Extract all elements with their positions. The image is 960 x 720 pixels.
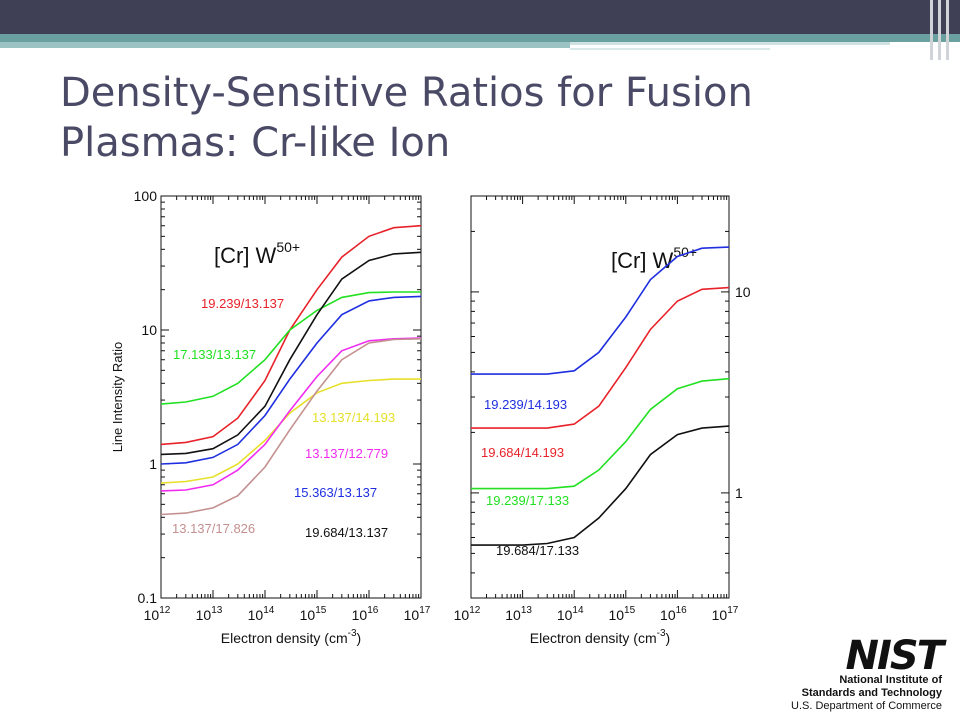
series-line bbox=[471, 425, 730, 546]
series-label: 13.137/12.779 bbox=[305, 446, 388, 461]
x-tick-label-base: 10 bbox=[505, 607, 521, 623]
y-tick-label: 1 bbox=[735, 485, 743, 501]
x-axis-label-exponent: -3 bbox=[348, 628, 357, 639]
x-axis-label-exponent: -3 bbox=[657, 628, 666, 639]
series-label: 19.239/14.193 bbox=[484, 397, 567, 412]
x-tick-label-base: 10 bbox=[608, 607, 624, 623]
series-label: 19.684/13.137 bbox=[305, 525, 388, 540]
series-line bbox=[160, 378, 421, 484]
header-accent-stripe bbox=[570, 42, 890, 45]
x-tick-label-base: 10 bbox=[352, 607, 368, 623]
x-tick-label-exponent: 13 bbox=[211, 605, 223, 616]
x-tick-label-base: 10 bbox=[712, 607, 728, 623]
x-tick-label-base: 10 bbox=[248, 607, 264, 623]
x-tick-label: 1013 bbox=[505, 605, 532, 623]
x-axis-label: Electron density (cm-3) bbox=[221, 628, 361, 646]
y-tick-label: 10 bbox=[141, 322, 157, 338]
y-tick-label: 10 bbox=[735, 284, 751, 300]
slide-title: Density-Sensitive Ratios for Fusion Plas… bbox=[60, 70, 753, 166]
x-tick-label-exponent: 13 bbox=[521, 605, 533, 616]
series-line bbox=[471, 286, 730, 429]
series-line bbox=[160, 251, 422, 456]
y-tick-label: 0.1 bbox=[138, 590, 158, 606]
series-label: 15.363/13.137 bbox=[294, 485, 377, 500]
x-axis-label-text: Electron density (cm bbox=[530, 630, 657, 646]
slide-header-bar bbox=[0, 0, 960, 34]
x-axis-label-suffix: ) bbox=[666, 630, 671, 646]
x-tick-label-exponent: 14 bbox=[263, 605, 275, 616]
y-tick-label: 100 bbox=[134, 188, 158, 204]
x-tick-label: 1017 bbox=[404, 605, 431, 623]
header-corner-line bbox=[946, 0, 949, 60]
x-tick-label: 1015 bbox=[300, 605, 327, 623]
x-axis-label-text: Electron density (cm bbox=[221, 630, 348, 646]
x-tick-label: 1014 bbox=[248, 605, 275, 623]
series-label: 13.137/14.193 bbox=[312, 410, 395, 425]
header-accent-stripe bbox=[0, 42, 570, 48]
nist-logo: NIST National Institute of Standards and… bbox=[782, 636, 952, 714]
chart-annotation-text: [Cr] W bbox=[611, 248, 674, 273]
header-corner-line bbox=[938, 0, 941, 60]
x-tick-label-exponent: 12 bbox=[469, 605, 481, 616]
x-tick-label-base: 10 bbox=[300, 607, 316, 623]
plot-frame bbox=[160, 195, 422, 599]
x-tick-label: 1012 bbox=[454, 605, 481, 623]
x-tick-label: 1016 bbox=[352, 605, 379, 623]
x-tick-label-exponent: 14 bbox=[572, 605, 584, 616]
series-line bbox=[471, 246, 730, 375]
x-tick-label-base: 10 bbox=[557, 607, 573, 623]
nist-logo-line: Standards and Technology bbox=[801, 687, 942, 699]
series-label: 19.684/14.193 bbox=[481, 445, 564, 460]
x-axis-label-suffix: ) bbox=[357, 630, 362, 646]
x-tick-label-exponent: 15 bbox=[624, 605, 636, 616]
x-tick-label-base: 10 bbox=[196, 607, 212, 623]
x-tick-label: 1015 bbox=[608, 605, 635, 623]
x-axis-label: Electron density (cm-3) bbox=[530, 628, 670, 646]
series-label: 19.239/13.137 bbox=[201, 296, 284, 311]
series-line bbox=[160, 337, 422, 492]
chart-annotation: [Cr] W50+ bbox=[611, 244, 697, 273]
x-tick-label-base: 10 bbox=[660, 607, 676, 623]
series-label: 19.684/17.133 bbox=[496, 543, 579, 558]
series-line bbox=[160, 291, 421, 405]
x-tick-label: 1014 bbox=[557, 605, 584, 623]
series-label: 17.133/13.137 bbox=[173, 347, 256, 362]
x-tick-label: 1017 bbox=[712, 605, 739, 623]
series-label: 19.239/17.133 bbox=[486, 493, 569, 508]
chart-annotation-text: [Cr] W bbox=[214, 243, 277, 268]
chart-annotation: [Cr] W50+ bbox=[214, 239, 300, 268]
x-tick-label-exponent: 17 bbox=[419, 605, 431, 616]
nist-logo-mark: NIST bbox=[845, 633, 944, 679]
x-tick-label-exponent: 17 bbox=[727, 605, 739, 616]
nist-logo-line: U.S. Department of Commerce bbox=[791, 700, 942, 712]
x-tick-label-base: 10 bbox=[144, 607, 160, 623]
header-accent-stripe bbox=[570, 48, 770, 50]
x-tick-label-base: 10 bbox=[454, 607, 470, 623]
x-tick-label: 1013 bbox=[196, 605, 223, 623]
x-tick-label-exponent: 15 bbox=[315, 605, 327, 616]
y-tick-label: 1 bbox=[149, 456, 157, 472]
x-tick-label: 1012 bbox=[144, 605, 171, 623]
series-label: 13.137/17.826 bbox=[172, 521, 255, 536]
x-tick-label-base: 10 bbox=[404, 607, 420, 623]
x-tick-label-exponent: 12 bbox=[159, 605, 171, 616]
nist-logo-line: National Institute of bbox=[839, 674, 942, 686]
series-line bbox=[471, 377, 730, 490]
series-line bbox=[160, 295, 422, 465]
header-accent-stripe bbox=[0, 34, 960, 42]
x-tick-label-exponent: 16 bbox=[676, 605, 688, 616]
x-tick-label: 1016 bbox=[660, 605, 687, 623]
chart-annotation-superscript: 50+ bbox=[276, 239, 300, 255]
header-corner-line bbox=[930, 0, 933, 60]
y-axis-label: Line Intensity Ratio bbox=[110, 342, 125, 453]
series-line bbox=[160, 338, 422, 516]
x-tick-label-exponent: 16 bbox=[367, 605, 379, 616]
